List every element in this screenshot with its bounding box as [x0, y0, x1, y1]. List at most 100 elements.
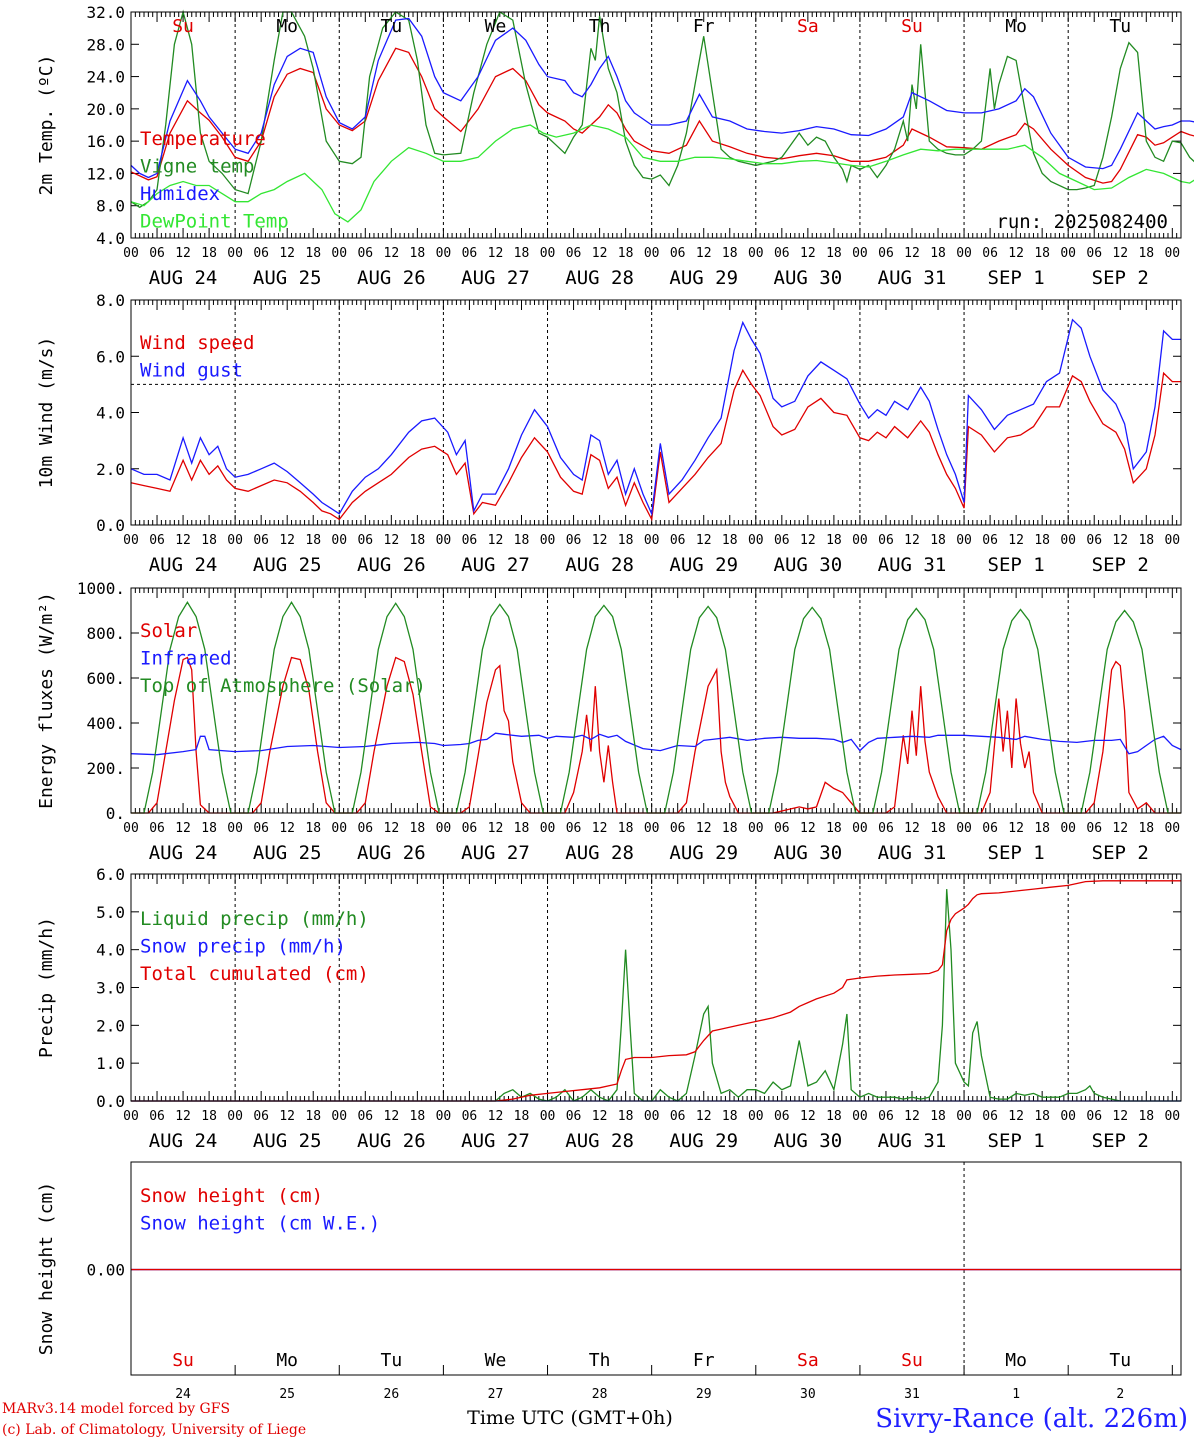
series-line [130, 9, 1194, 209]
date-label: AUG 27 [461, 267, 530, 289]
hour-tick-label: 12 [904, 246, 920, 261]
hour-tick-label: 12 [384, 246, 400, 261]
hour-tick-label: 18 [1034, 246, 1050, 261]
hour-tick-label: 12 [279, 821, 295, 836]
hour-tick-label: 06 [253, 533, 269, 548]
series-line [130, 318, 1181, 517]
date-label: AUG 30 [774, 842, 843, 864]
hour-tick-label: 12 [488, 533, 504, 548]
y-tick-label: 16.0 [86, 132, 125, 151]
date-label: AUG 31 [878, 842, 947, 864]
hour-tick-label: 06 [566, 533, 582, 548]
hour-tick-label: 12 [904, 821, 920, 836]
model-credit: MARv3.14 model forced by GFS [2, 1401, 230, 1417]
date-label: SEP 2 [1092, 554, 1149, 576]
hour-tick-label: 06 [149, 246, 165, 261]
hour-tick-label: 06 [878, 533, 894, 548]
plot-frame [130, 587, 1182, 814]
panel-3: 0. 200. 400. 600. 800. 1000. 00 06 12 18 00 06 12 18 0… [36, 579, 1182, 864]
y-axis-label: Snow height (cm) [36, 1182, 57, 1355]
weekday-label: Fr [693, 1350, 715, 1371]
day-number-label: 2 [1116, 1387, 1124, 1402]
hour-tick-label: 00 [956, 246, 972, 261]
hour-tick-label: 00 [1060, 821, 1076, 836]
hour-tick-label: 06 [149, 533, 165, 548]
hour-tick-label: 00 [956, 1109, 972, 1124]
day-number-label: 26 [384, 1387, 400, 1402]
series-line [130, 124, 1194, 223]
hour-tick-label: 00 [436, 821, 452, 836]
hour-tick-label: 00 [644, 246, 660, 261]
series-line [130, 17, 1194, 179]
hour-tick-label: 00 [956, 821, 972, 836]
y-tick-label: 0.0 [96, 1092, 125, 1111]
hour-tick-label: 06 [462, 1109, 478, 1124]
y-tick-label: 600. [86, 669, 125, 688]
hour-tick-label: 18 [826, 821, 842, 836]
hour-tick-label: 06 [774, 821, 790, 836]
hour-tick-label: 06 [357, 1109, 373, 1124]
y-tick-label: 2.0 [96, 1016, 125, 1035]
date-label: AUG 30 [774, 1130, 843, 1152]
weekday-label: Su [172, 1350, 194, 1371]
hour-tick-label: 00 [123, 533, 139, 548]
lab-credit: (c) Lab. of Climatology, University of L… [2, 1422, 306, 1438]
weekday-label: We [485, 16, 507, 37]
hour-tick-label: 12 [904, 533, 920, 548]
weekday-label: Fr [693, 16, 715, 37]
hour-tick-label: 12 [1112, 533, 1128, 548]
hour-tick-label: 18 [201, 533, 217, 548]
hour-tick-label: 06 [982, 246, 998, 261]
hour-tick-label: 12 [800, 821, 816, 836]
hour-tick-label: 00 [644, 1109, 660, 1124]
series-line [131, 601, 1181, 814]
hour-tick-label: 18 [826, 1109, 842, 1124]
panel-1: 4.0 8.0 12.0 16.0 20.0 24.0 28.0 32.0 00 06 12 18 00… [36, 3, 1194, 289]
hour-tick-label: 12 [1008, 821, 1024, 836]
hour-tick-label: 18 [410, 821, 426, 836]
day-number-label: 29 [696, 1387, 712, 1402]
y-tick-label: 8.0 [96, 197, 125, 216]
weekday-label: We [485, 1350, 507, 1371]
date-label: AUG 29 [669, 554, 738, 576]
hour-tick-label: 06 [253, 1109, 269, 1124]
date-label: AUG 24 [149, 267, 218, 289]
date-label: AUG 25 [253, 267, 322, 289]
hour-tick-label: 18 [618, 246, 634, 261]
hour-tick-label: 18 [1138, 821, 1154, 836]
date-label: AUG 29 [669, 842, 738, 864]
hour-tick-label: 00 [540, 1109, 556, 1124]
hour-tick-label: 00 [748, 533, 764, 548]
hour-tick-label: 18 [514, 821, 530, 836]
hour-tick-label: 00 [644, 821, 660, 836]
y-tick-label: 200. [86, 759, 125, 778]
hour-tick-label: 18 [1034, 533, 1050, 548]
hour-tick-label: 12 [175, 533, 191, 548]
hour-tick-label: 06 [1086, 533, 1102, 548]
y-tick-label: 0.00 [86, 1261, 125, 1280]
hour-tick-label: 18 [410, 1109, 426, 1124]
date-label: AUG 29 [669, 1130, 738, 1152]
legend-entry: DewPoint Temp [140, 211, 289, 233]
hour-tick-label: 12 [800, 1109, 816, 1124]
series-line [130, 732, 1182, 756]
hour-tick-label: 12 [384, 821, 400, 836]
hour-tick-label: 00 [748, 821, 764, 836]
weekday-label: Th [589, 1350, 611, 1371]
run-label: run: 2025082400 [996, 211, 1168, 233]
hour-tick-label: 06 [774, 246, 790, 261]
hour-tick-label: 00 [227, 246, 243, 261]
hour-tick-label: 12 [279, 1109, 295, 1124]
hour-tick-label: 00 [123, 1109, 139, 1124]
hour-tick-label: 06 [566, 1109, 582, 1124]
date-label: SEP 2 [1092, 1130, 1149, 1152]
hour-tick-label: 18 [1034, 821, 1050, 836]
hour-tick-label: 12 [696, 533, 712, 548]
hour-tick-label: 12 [175, 1109, 191, 1124]
hour-tick-label: 06 [982, 533, 998, 548]
y-tick-label: 4.0 [96, 404, 125, 423]
site-label: Sivry-Rance (alt. 226m) [875, 1404, 1188, 1434]
hour-tick-label: 18 [826, 533, 842, 548]
hour-tick-label: 18 [1034, 1109, 1050, 1124]
hour-tick-label: 12 [1112, 1109, 1128, 1124]
